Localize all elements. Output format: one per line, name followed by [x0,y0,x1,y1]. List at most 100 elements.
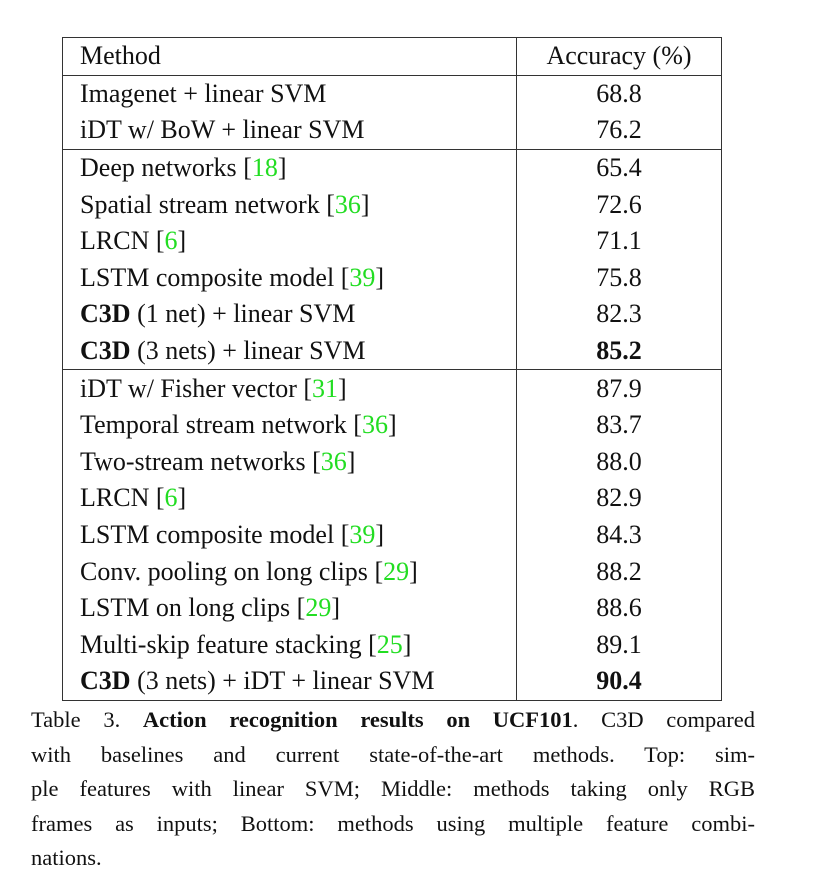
table-row: Conv. pooling on long clips [29] 88.2 [62,553,722,590]
header-accuracy: Accuracy (%) [546,41,692,71]
method-cell: LRCN [6] [62,222,517,260]
citation-link[interactable]: 25 [376,629,403,659]
accuracy-value: 88.0 [596,446,642,476]
accuracy-cell: 82.3 [517,296,722,333]
caption-label: Table 3. [31,707,143,732]
accuracy-value: 72.6 [596,189,642,219]
accuracy-value: 82.9 [596,483,642,513]
accuracy-cell: 85.2 [517,333,722,370]
method-name: Temporal stream network [80,410,354,440]
accuracy-cell: 84.3 [517,517,722,554]
table-caption: Table 3. Action recognition results on U… [31,703,755,876]
accuracy-cell: 76.2 [517,112,722,149]
table-row: Two-stream networks [36] 88.0 [62,443,722,481]
method-name: (3 nets) + linear SVM [130,336,366,366]
accuracy-value: 68.8 [596,78,642,108]
table-row: LSTM composite model [39] 75.8 [62,259,722,297]
accuracy-value: 88.6 [596,593,642,623]
citation-link[interactable]: 39 [349,520,376,550]
table-row: LRCN [6] 71.1 [62,222,722,260]
method-name: iDT w/ BoW + linear SVM [80,115,365,145]
method-cell: C3D (3 nets) + iDT + linear SVM [62,663,517,701]
table-row: Spatial stream network [36] 72.6 [62,186,722,223]
method-cell: C3D (3 nets) + linear SVM [62,332,517,370]
citation-link[interactable]: 18 [251,153,278,183]
accuracy-value: 82.3 [596,299,642,329]
method-name: LSTM composite model [80,262,341,292]
citation-link[interactable]: 29 [305,593,332,623]
caption-line: frames as inputs; Bottom: methods using … [31,810,755,836]
accuracy-value: 83.7 [596,410,642,440]
accuracy-cell: 68.8 [516,74,722,113]
table-row: Imagenet + linear SVM 68.8 [62,74,722,113]
accuracy-value: 76.2 [596,115,642,145]
method-name: (1 net) + linear SVM [130,299,356,329]
citation-link[interactable]: 29 [383,556,410,586]
method-name: Imagenet + linear SVM [80,78,327,108]
method-name: LSTM composite model [80,520,341,550]
table-row: iDT w/ BoW + linear SVM 76.2 [62,112,722,150]
method-cell: Multi-skip feature stacking [25] [62,626,517,664]
accuracy-cell: 75.8 [517,260,722,297]
method-name: (3 nets) + iDT + linear SVM [130,666,435,696]
caption-text: . C3D compared [572,707,755,732]
table-row: C3D (3 nets) + iDT + linear SVM 90.4 [62,663,722,701]
citation-link[interactable]: 31 [312,373,339,403]
accuracy-cell: 88.6 [517,590,722,627]
method-bold: C3D [80,666,131,696]
citation-link[interactable]: 36 [334,189,361,219]
method-name: LRCN [80,483,156,513]
method-cell: iDT w/ BoW + linear SVM [62,112,517,150]
accuracy-cell: 83.7 [517,407,722,444]
accuracy-cell: 82.9 [517,480,722,517]
method-cell: Imagenet + linear SVM [62,74,517,113]
accuracy-cell: 87.9 [516,369,722,407]
accuracy-value: 90.4 [596,666,642,696]
method-cell: LSTM composite model [39] [62,259,517,297]
method-name: Conv. pooling on long clips [80,556,375,586]
accuracy-cell: 72.6 [517,186,722,223]
accuracy-cell: 88.0 [517,444,722,481]
accuracy-value: 84.3 [596,520,642,550]
method-cell: Spatial stream network [36] [62,186,517,223]
table-row: Deep networks [18] 65.4 [62,148,722,187]
accuracy-cell: 88.2 [517,553,722,590]
accuracy-cell: 71.1 [517,223,722,260]
method-cell: Two-stream networks [36] [62,443,517,481]
method-name: iDT w/ Fisher vector [80,373,304,403]
citation-link[interactable]: 6 [164,483,178,513]
method-name: Two-stream networks [80,446,313,476]
accuracy-cell: 65.4 [516,148,722,187]
header-method: Method [62,37,517,76]
header-row: Method Accuracy (%) [62,37,722,76]
method-name: Spatial stream network [80,189,327,219]
table-row: Multi-skip feature stacking [25] 89.1 [62,626,722,664]
table-row: Temporal stream network [36] 83.7 [62,406,722,444]
table-row: C3D (1 net) + linear SVM 82.3 [62,296,722,333]
citation-link[interactable]: 6 [164,226,178,256]
results-table: Method Accuracy (%) Imagenet + linear SV… [62,37,722,701]
method-name: Multi-skip feature stacking [80,629,369,659]
citation-link[interactable]: 36 [320,446,347,476]
accuracy-value: 65.4 [596,153,642,183]
method-name: Deep networks [80,153,244,183]
method-cell: LSTM composite model [39] [62,516,517,554]
method-cell: Deep networks [18] [62,148,517,187]
accuracy-cell: 90.4 [517,663,722,700]
accuracy-value: 71.1 [596,226,642,256]
caption-line: nations. [31,845,102,870]
table-row: iDT w/ Fisher vector [31] 87.9 [62,369,722,407]
accuracy-value: 88.2 [596,556,642,586]
method-bold: C3D [80,336,131,366]
table-row: LSTM on long clips [29] 88.6 [62,589,722,627]
accuracy-value: 87.9 [596,373,642,403]
table-row: C3D (3 nets) + linear SVM 85.2 [62,332,722,370]
citation-link[interactable]: 39 [349,262,376,292]
accuracy-cell: 89.1 [517,627,722,664]
table-row: LSTM composite model [39] 84.3 [62,516,722,554]
method-cell: Conv. pooling on long clips [29] [62,553,517,590]
table-row: LRCN [6] 82.9 [62,480,722,517]
citation-link[interactable]: 36 [361,410,388,440]
caption-line: with baselines and current state-of-the-… [31,741,755,767]
method-cell: LRCN [6] [62,480,517,517]
